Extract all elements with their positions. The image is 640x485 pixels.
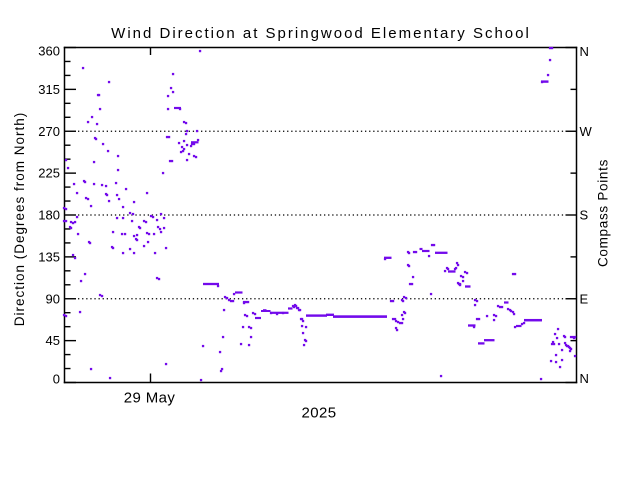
svg-text:225: 225 bbox=[38, 166, 60, 181]
svg-text:Compass Points: Compass Points bbox=[596, 159, 611, 267]
svg-text:Wind Direction at Springwood E: Wind Direction at Springwood Elementary … bbox=[111, 25, 531, 42]
svg-text:135: 135 bbox=[38, 249, 60, 264]
svg-text:E: E bbox=[580, 291, 589, 306]
svg-text:180: 180 bbox=[38, 208, 60, 223]
svg-text:90: 90 bbox=[46, 291, 60, 306]
svg-text:N: N bbox=[580, 371, 589, 386]
svg-text:2025: 2025 bbox=[302, 405, 337, 422]
svg-text:315: 315 bbox=[38, 82, 60, 97]
svg-text:W: W bbox=[580, 124, 593, 139]
svg-text:S: S bbox=[580, 208, 589, 223]
svg-text:Direction (Degrees from North): Direction (Degrees from North) bbox=[12, 112, 27, 327]
svg-text:0: 0 bbox=[53, 372, 60, 387]
svg-text:29 May: 29 May bbox=[124, 390, 176, 407]
svg-text:45: 45 bbox=[46, 333, 60, 348]
svg-text:360: 360 bbox=[38, 44, 60, 59]
svg-text:270: 270 bbox=[38, 124, 60, 139]
svg-text:N: N bbox=[580, 44, 589, 59]
